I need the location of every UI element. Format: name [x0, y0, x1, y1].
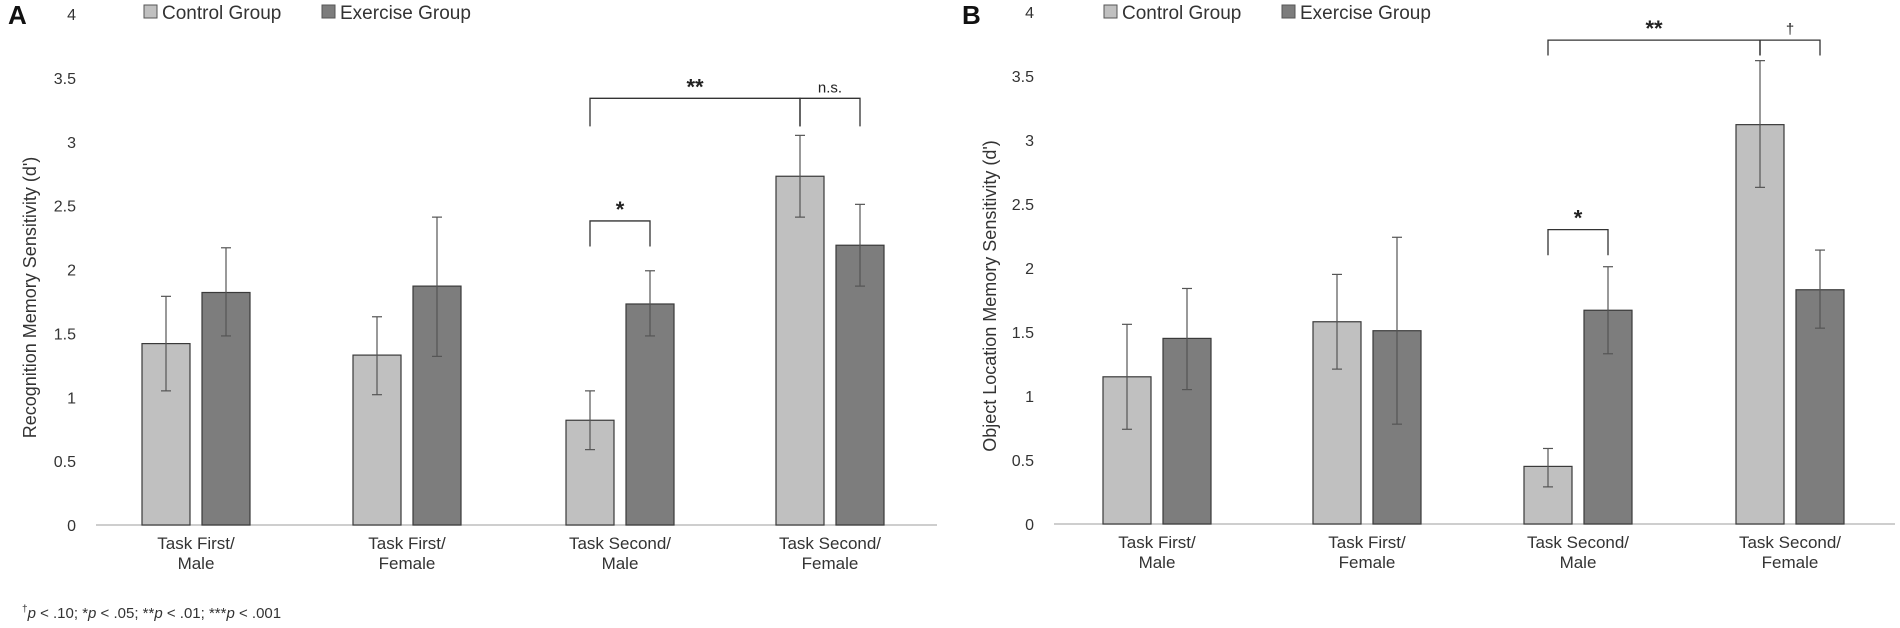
x-category-label: Task First/ [1118, 533, 1196, 552]
footnote-text-4: < .001 [234, 605, 282, 622]
y-tick-label: 3 [1025, 133, 1034, 150]
y-tick-label: 1 [1025, 389, 1034, 406]
x-category-label: Male [178, 554, 215, 573]
y-tick-label: 2 [1025, 261, 1034, 278]
y-tick-label: 2.5 [54, 199, 76, 216]
significance-bracket [1547, 39, 1761, 56]
y-tick-label: 0.5 [1012, 453, 1034, 470]
significance-label: n.s. [818, 79, 842, 96]
legend-label: Exercise Group [340, 3, 471, 24]
significance-bracket [1759, 39, 1821, 56]
legend-label: Control Group [1122, 3, 1241, 24]
x-category-label: Female [1339, 553, 1396, 572]
footnote-text-3: < .01; *** [162, 605, 227, 622]
legend-swatch [143, 4, 158, 19]
y-tick-label: 1.5 [54, 326, 76, 343]
bar-exercise [1372, 330, 1422, 525]
y-tick-label: 2.5 [1012, 197, 1034, 214]
footnote-p2: p [88, 605, 97, 622]
x-category-label: Task Second/ [1739, 533, 1841, 552]
significance-footnote: †p < .10; *p < .05; **p < .01; ***p < .0… [22, 604, 281, 622]
y-axis-label: Object Location Memory Sensitivity (d') [980, 140, 1000, 452]
bar-exercise [625, 303, 675, 526]
y-tick-label: 1 [67, 390, 76, 407]
significance-label: † [1786, 21, 1794, 38]
y-tick-label: 3 [67, 135, 76, 152]
y-tick-label: 4 [67, 7, 76, 24]
footnote-p4: p [226, 605, 235, 622]
y-tick-label: 4 [1025, 5, 1034, 22]
x-category-label: Female [802, 554, 859, 573]
footnote-p1: p [27, 605, 36, 622]
y-tick-label: 2 [67, 263, 76, 280]
x-category-label: Task Second/ [569, 534, 671, 553]
y-tick-label: 0.5 [54, 454, 76, 471]
y-tick-label: 3.5 [1012, 69, 1034, 86]
x-category-label: Female [379, 554, 436, 573]
significance-label: * [1574, 206, 1583, 231]
legend-label: Exercise Group [1300, 3, 1431, 24]
significance-label: ** [1645, 16, 1663, 41]
significance-label: * [616, 197, 625, 222]
x-category-label: Male [1139, 553, 1176, 572]
significance-bracket [1547, 228, 1609, 256]
y-tick-label: 0 [1025, 517, 1034, 534]
significance-bracket [799, 97, 861, 127]
legend-swatch [321, 4, 336, 19]
footnote-p3: p [154, 605, 163, 622]
y-tick-label: 3.5 [54, 71, 76, 88]
y-tick-label: 1.5 [1012, 325, 1034, 342]
y-tick-label: 0 [67, 518, 76, 535]
bar-control [775, 175, 825, 526]
panel-label: A [8, 0, 27, 30]
x-category-label: Female [1762, 553, 1819, 572]
x-category-label: Task Second/ [1527, 533, 1629, 552]
y-axis-label: Recognition Memory Sensitivity (d') [20, 157, 40, 439]
footnote-text-2: < .05; ** [96, 605, 155, 622]
significance-label: ** [686, 74, 704, 99]
x-category-label: Male [1560, 553, 1597, 572]
footnote-text-1: < .10; * [35, 605, 89, 622]
panel-label: B [962, 0, 981, 30]
significance-bracket [589, 97, 801, 127]
legend-label: Control Group [162, 3, 281, 24]
legend-swatch [1281, 4, 1296, 19]
bar-control [1735, 124, 1785, 525]
x-category-label: Task Second/ [779, 534, 881, 553]
significance-bracket [589, 220, 651, 247]
footnote-dagger: † [22, 604, 28, 615]
x-category-label: Task First/ [1328, 533, 1406, 552]
x-category-label: Task First/ [368, 534, 446, 553]
x-category-label: Task First/ [157, 534, 235, 553]
x-category-label: Male [602, 554, 639, 573]
bar-exercise [835, 244, 885, 526]
legend-swatch [1103, 4, 1118, 19]
